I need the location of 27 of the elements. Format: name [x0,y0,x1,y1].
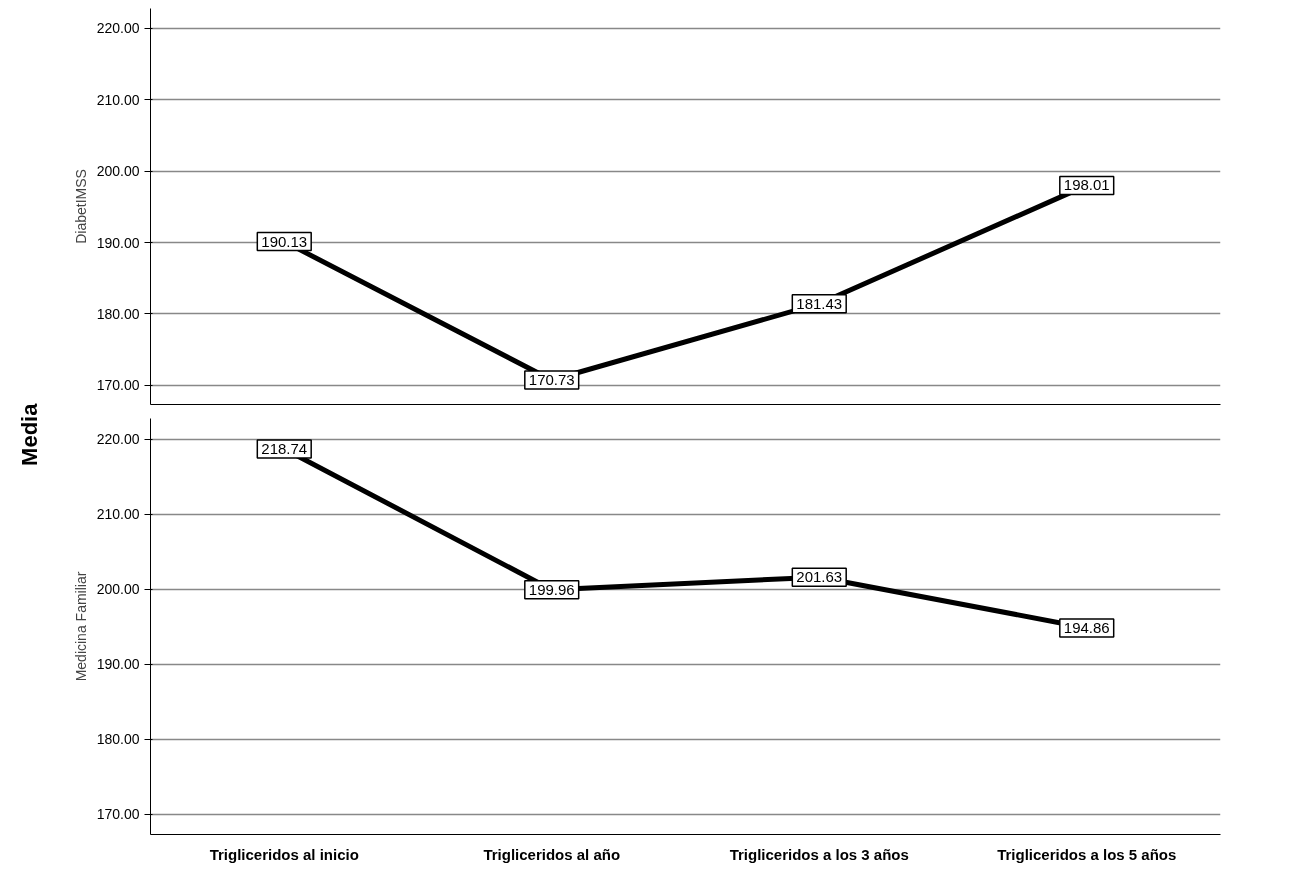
y-tick-label: 180.00 [96,731,140,748]
data-label: 181.43 [796,294,843,312]
data-label: 190.13 [261,232,308,250]
y-tick-label: 210.00 [96,506,140,523]
x-tick-label: Trigliceridos a los 5 años [997,845,1177,863]
data-label: 170.73 [528,371,575,389]
data-label: 199.96 [528,580,575,598]
y-tick-label: 180.00 [96,305,140,322]
y-tick-label: 200.00 [96,163,140,180]
data-label: 198.01 [1063,176,1110,194]
text: Media [16,403,44,467]
y-axis-title: Medicina Familiar [72,571,89,682]
x-tick-label: Trigliceridos al año [483,845,621,863]
y-tick-label: 190.00 [96,656,140,673]
y-tick-label: 190.00 [96,234,140,251]
y-tick-label: 170.00 [96,377,140,394]
x-tick-label: Trigliceridos a los 3 años [729,845,909,863]
x-tick-label: Trigliceridos al inicio [209,845,359,863]
y-tick-label: 220.00 [96,431,140,448]
y-tick-label: 200.00 [96,581,140,598]
y-axis-title: DiabetIMSS [72,169,89,244]
y-tick-label: 210.00 [96,91,140,108]
y-tick-label: 170.00 [96,806,140,823]
data-label: 218.74 [261,439,308,457]
data-label: 201.63 [796,568,843,586]
y-tick-label: 220.00 [96,20,140,37]
data-label: 194.86 [1063,618,1110,636]
